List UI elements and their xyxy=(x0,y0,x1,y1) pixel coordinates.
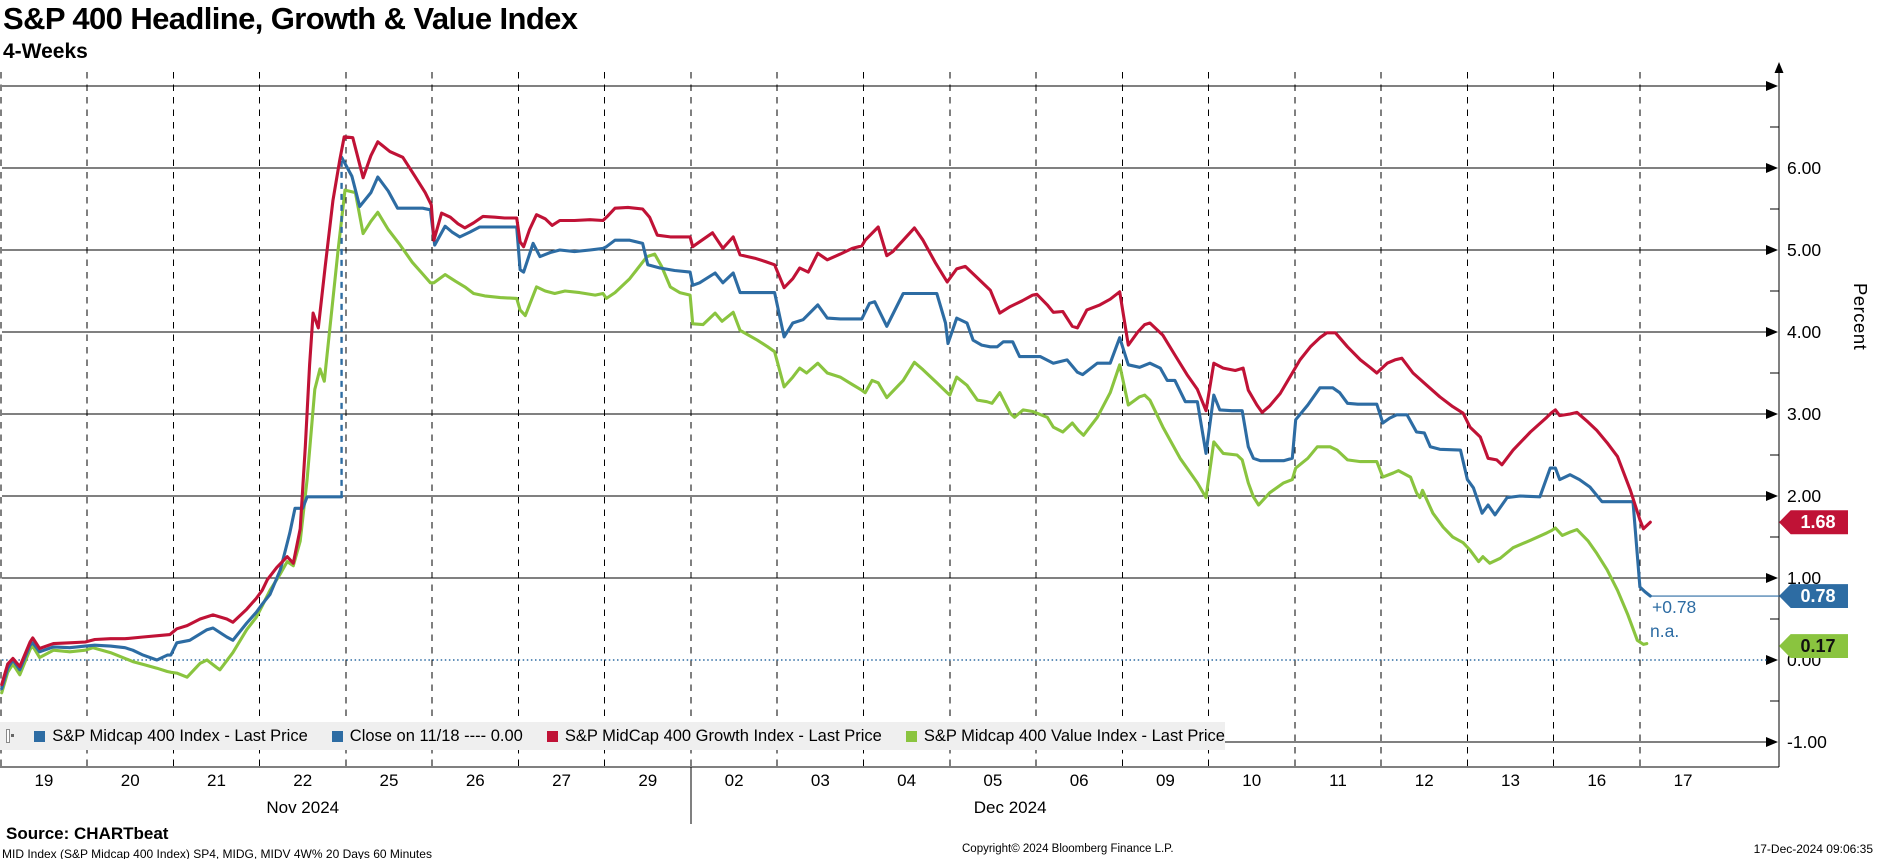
print-timestamp: 17-Dec-2024 09:06:35 xyxy=(1753,842,1873,856)
growth-series-swatch-icon xyxy=(546,730,558,742)
legend-item-growth[interactable]: S&P MidCap 400 Growth Index - Last Price xyxy=(546,726,882,746)
headline-series-swatch-icon xyxy=(34,730,46,742)
legend-item-label: S&P MidCap 400 Growth Index - Last Price xyxy=(564,726,882,745)
y-axis-top-arrow-icon xyxy=(1774,62,1784,73)
legend-item-baseline[interactable]: Close on 11/18 ---- 0.00 xyxy=(331,726,523,746)
legend-item-headline[interactable]: S&P Midcap 400 Index - Last Price xyxy=(34,727,308,746)
value-na-annotation: n.a. xyxy=(1650,621,1680,641)
y-tick-arrow-icon xyxy=(1766,81,1778,91)
legend-expand-icon[interactable] xyxy=(6,729,15,743)
y-tick-arrow-icon xyxy=(1766,327,1778,337)
baseline-swatch-icon xyxy=(331,730,343,742)
series-line-s&p-midcap-400-index---last-price[interactable] xyxy=(340,155,1652,598)
headline-change-annotation: +0.78 xyxy=(1652,597,1697,617)
legend-item-label: Close on 11/18 ---- 0.00 xyxy=(349,726,523,745)
page-title: S&P 400 Headline, Growth & Value Index xyxy=(3,1,578,36)
legend-item-label: S&P Midcap 400 Index - Last Price xyxy=(52,726,308,745)
y-tick-arrow-icon xyxy=(1766,737,1778,747)
month-label-nov: Nov 2024 xyxy=(266,798,340,817)
series-line-s&p-midcap-400-value-index---last-price[interactable] xyxy=(0,188,1649,695)
y-tick-arrow-icon xyxy=(1766,409,1778,419)
ticker-description: MID Index (S&P Midcap 400 Index) SP4, MI… xyxy=(2,847,432,859)
legend-item-label: S&P Midcap 400 Value Index - Last Price xyxy=(923,726,1225,745)
y-tick-arrow-icon xyxy=(1766,655,1778,665)
source-label: Source: CHARTbeat xyxy=(6,824,169,843)
chart-legend: S&P Midcap 400 Index - Last Price Close … xyxy=(0,722,1225,750)
series-line-s&p-midcap-400-growth-index---last-price[interactable] xyxy=(0,135,1652,687)
y-tick-arrow-icon xyxy=(1766,163,1778,173)
y-tick-arrow-icon xyxy=(1766,491,1778,501)
y-tick-arrow-icon xyxy=(1766,245,1778,255)
value-last-price-badge: 0.17 xyxy=(1779,634,1848,659)
copyright-label: Copyright© 2024 Bloomberg Finance L.P. xyxy=(962,843,1174,855)
y-axis-title: Percent xyxy=(1850,283,1871,351)
headline-last-price-badge: 0.78 xyxy=(1779,584,1848,608)
chart-period-subtitle: 4-Weeks xyxy=(3,40,88,63)
growth-last-price-badge: 1.68 xyxy=(1779,510,1848,535)
value-series-swatch-icon xyxy=(905,730,917,742)
month-label-dec: Dec 2024 xyxy=(973,798,1047,817)
y-tick-arrow-icon xyxy=(1766,573,1778,583)
legend-item-value[interactable]: S&P Midcap 400 Value Index - Last Price xyxy=(905,726,1225,746)
